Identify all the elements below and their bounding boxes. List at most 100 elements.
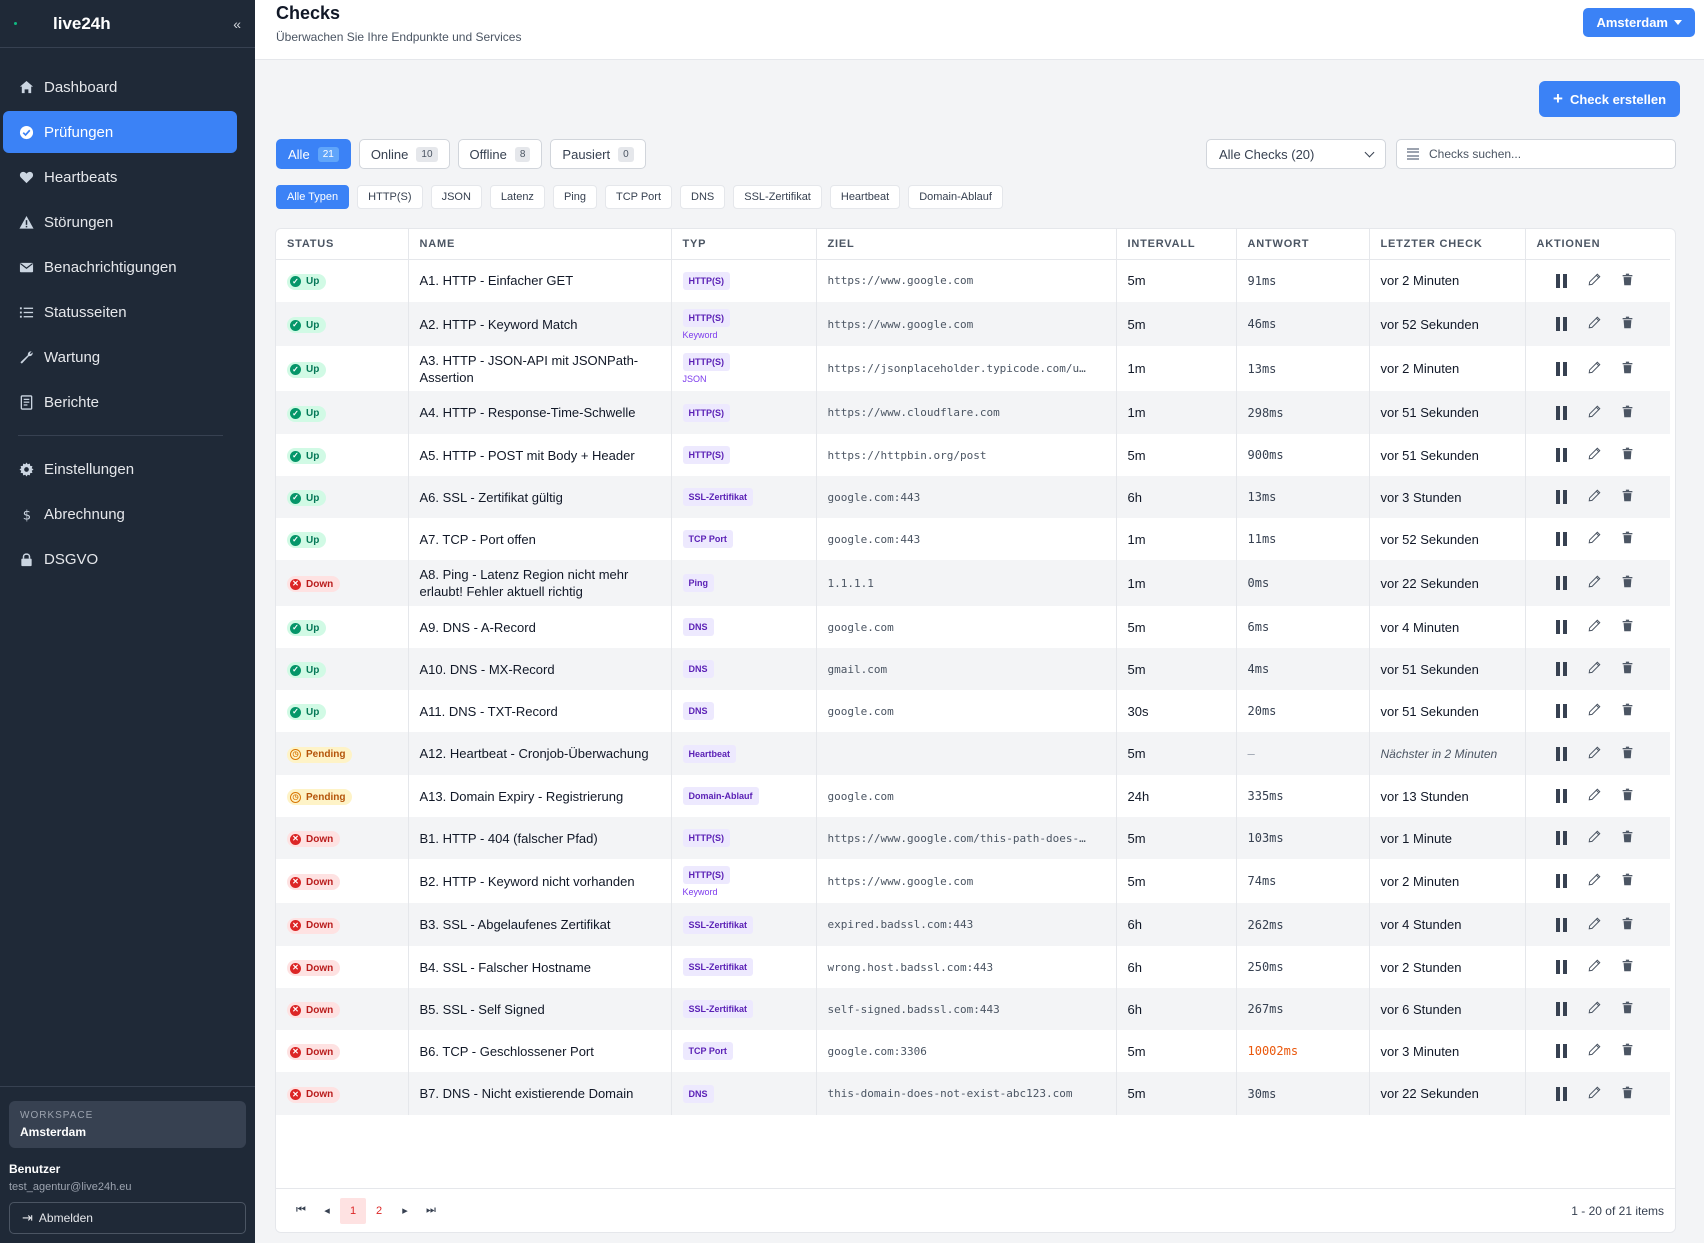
check-name[interactable]: B3. SSL - Abgelaufenes Zertifikat <box>408 903 672 946</box>
tab-pausiert[interactable]: Pausiert 0 <box>550 139 646 169</box>
type-filter-chip[interactable]: DNS <box>680 185 726 209</box>
edit-button[interactable] <box>1578 828 1611 848</box>
delete-button[interactable] <box>1611 1084 1644 1104</box>
edit-button[interactable] <box>1578 314 1611 334</box>
table-row[interactable]: ✕ Down B7. DNS - Nicht existierende Domain… <box>276 1072 1670 1115</box>
pause-button[interactable] <box>1545 659 1578 679</box>
type-filter-chip[interactable]: Heartbeat <box>829 185 901 209</box>
delete-button[interactable] <box>1611 786 1644 806</box>
edit-button[interactable] <box>1578 573 1611 593</box>
edit-button[interactable] <box>1578 359 1611 379</box>
edit-button[interactable] <box>1578 999 1611 1019</box>
page-2-button[interactable]: 2 <box>375 1204 383 1217</box>
delete-button[interactable] <box>1611 999 1644 1019</box>
delete-button[interactable] <box>1611 573 1644 593</box>
check-filter-select[interactable]: Alle Checks (20) <box>1206 139 1386 169</box>
nav-item-envelope[interactable]: Benachrichtigungen <box>3 246 237 288</box>
nav-item-gear[interactable]: Einstellungen <box>3 448 237 490</box>
page-1-button[interactable]: 1 <box>340 1197 366 1224</box>
delete-button[interactable] <box>1611 359 1644 379</box>
check-name[interactable]: A11. DNS - TXT-Record <box>408 690 672 732</box>
delete-button[interactable] <box>1611 617 1644 637</box>
edit-button[interactable] <box>1578 786 1611 806</box>
edit-button[interactable] <box>1578 659 1611 679</box>
table-row[interactable]: ✓ Up A4. HTTP - Response-Time-Schwelle HTTP… <box>276 391 1670 434</box>
delete-button[interactable] <box>1611 915 1644 935</box>
create-check-button[interactable]: + Check erstellen <box>1539 81 1681 117</box>
pause-button[interactable] <box>1545 573 1578 593</box>
prev-page-icon[interactable]: ◂ <box>324 1205 330 1217</box>
nav-item-warning[interactable]: Störungen <box>3 201 237 243</box>
nav-item-dollar[interactable]: $ Abrechnung <box>3 493 237 535</box>
tab-alle[interactable]: Alle 21 <box>276 139 351 169</box>
collapse-sidebar-icon[interactable]: « <box>233 15 241 32</box>
edit-button[interactable] <box>1578 1084 1611 1104</box>
type-filter-chip[interactable]: SSL-Zertifikat <box>733 185 822 209</box>
pause-button[interactable] <box>1545 828 1578 848</box>
table-row[interactable]: ◷ Pending A13. Domain Expiry - Registrieru… <box>276 775 1670 817</box>
nav-item-lock[interactable]: DSGVO <box>3 538 237 580</box>
nav-item-heart[interactable]: Heartbeats <box>3 156 237 198</box>
table-row[interactable]: ✕ Down B1. HTTP - 404 (falscher Pfad) HTTP(… <box>276 817 1670 859</box>
next-page-icon[interactable]: ▸ <box>402 1205 408 1217</box>
pause-button[interactable] <box>1545 871 1578 891</box>
delete-button[interactable] <box>1611 701 1644 721</box>
delete-button[interactable] <box>1611 445 1644 465</box>
delete-button[interactable] <box>1611 271 1644 291</box>
table-row[interactable]: ✕ Down B6. TCP - Geschlossener Port TCP Por… <box>276 1030 1670 1072</box>
check-name[interactable]: A2. HTTP - Keyword Match <box>408 302 672 346</box>
check-name[interactable]: A12. Heartbeat - Cronjob-Überwachung <box>408 732 672 775</box>
table-row[interactable]: ✕ Down A8. Ping - Latenz Region nicht mehr… <box>276 560 1670 606</box>
edit-button[interactable] <box>1578 701 1611 721</box>
delete-button[interactable] <box>1611 744 1644 764</box>
type-filter-chip[interactable]: Domain-Ablauf <box>908 185 1003 209</box>
delete-button[interactable] <box>1611 403 1644 423</box>
check-name[interactable]: B7. DNS - Nicht existierende Domain <box>408 1072 672 1115</box>
check-name[interactable]: A6. SSL - Zertifikat gültig <box>408 476 672 518</box>
first-page-icon[interactable]: ⏮ <box>296 1204 306 1216</box>
edit-button[interactable] <box>1578 271 1611 291</box>
table-row[interactable]: ✕ Down B4. SSL - Falscher Hostname SSL-Zert… <box>276 946 1670 988</box>
table-row[interactable]: ✕ Down B5. SSL - Self Signed SSL-Zertifikat… <box>276 988 1670 1030</box>
pause-button[interactable] <box>1545 915 1578 935</box>
check-name[interactable]: A3. HTTP - JSON-API mit JSONPath-Asserti… <box>408 346 672 391</box>
table-row[interactable]: ✓ Up A9. DNS - A-Record DNS google.com 5m 6ms v… <box>276 606 1670 648</box>
table-row[interactable]: ✓ Up A7. TCP - Port offen TCP Port google.co… <box>276 518 1670 560</box>
check-name[interactable]: A8. Ping - Latenz Region nicht mehr erla… <box>408 560 672 606</box>
type-filter-chip[interactable]: Latenz <box>489 185 545 209</box>
pause-button[interactable] <box>1545 999 1578 1019</box>
delete-button[interactable] <box>1611 487 1644 507</box>
pause-button[interactable] <box>1545 1084 1578 1104</box>
nav-item-report[interactable]: Berichte <box>3 381 237 423</box>
nav-item-check-circle[interactable]: Prüfungen <box>3 111 237 153</box>
delete-button[interactable] <box>1611 828 1644 848</box>
table-row[interactable]: ✕ Down B2. HTTP - Keyword nicht vorhanden H… <box>276 859 1670 903</box>
edit-button[interactable] <box>1578 487 1611 507</box>
check-name[interactable]: A1. HTTP - Einfacher GET <box>408 259 672 302</box>
pause-button[interactable] <box>1545 529 1578 549</box>
pause-button[interactable] <box>1545 1041 1578 1061</box>
tab-online[interactable]: Online 10 <box>358 139 450 169</box>
check-name[interactable]: B4. SSL - Falscher Hostname <box>408 946 672 988</box>
region-dropdown[interactable]: Amsterdam <box>1583 8 1695 37</box>
edit-button[interactable] <box>1578 1041 1611 1061</box>
check-name[interactable]: A7. TCP - Port offen <box>408 518 672 560</box>
pause-button[interactable] <box>1545 445 1578 465</box>
type-filter-chip[interactable]: TCP Port <box>604 185 672 209</box>
table-row[interactable]: ✓ Up A2. HTTP - Keyword Match HTTP(S) Keywor… <box>276 302 1670 346</box>
nav-item-wrench[interactable]: Wartung <box>3 336 237 378</box>
edit-button[interactable] <box>1578 617 1611 637</box>
nav-item-list[interactable]: Statusseiten <box>3 291 237 333</box>
edit-button[interactable] <box>1578 445 1611 465</box>
check-name[interactable]: A13. Domain Expiry - Registrierung <box>408 775 672 817</box>
check-name[interactable]: B1. HTTP - 404 (falscher Pfad) <box>408 817 672 859</box>
table-row[interactable]: ✓ Up A5. HTTP - POST mit Body + Header HTTP… <box>276 434 1670 476</box>
table-row[interactable]: ✓ Up A11. DNS - TXT-Record DNS google.com 30s… <box>276 690 1670 732</box>
edit-button[interactable] <box>1578 403 1611 423</box>
edit-button[interactable] <box>1578 915 1611 935</box>
delete-button[interactable] <box>1611 659 1644 679</box>
pause-button[interactable] <box>1545 617 1578 637</box>
pause-button[interactable] <box>1545 359 1578 379</box>
delete-button[interactable] <box>1611 871 1644 891</box>
table-row[interactable]: ✓ Up A6. SSL - Zertifikat gültig SSL-Zertif… <box>276 476 1670 518</box>
